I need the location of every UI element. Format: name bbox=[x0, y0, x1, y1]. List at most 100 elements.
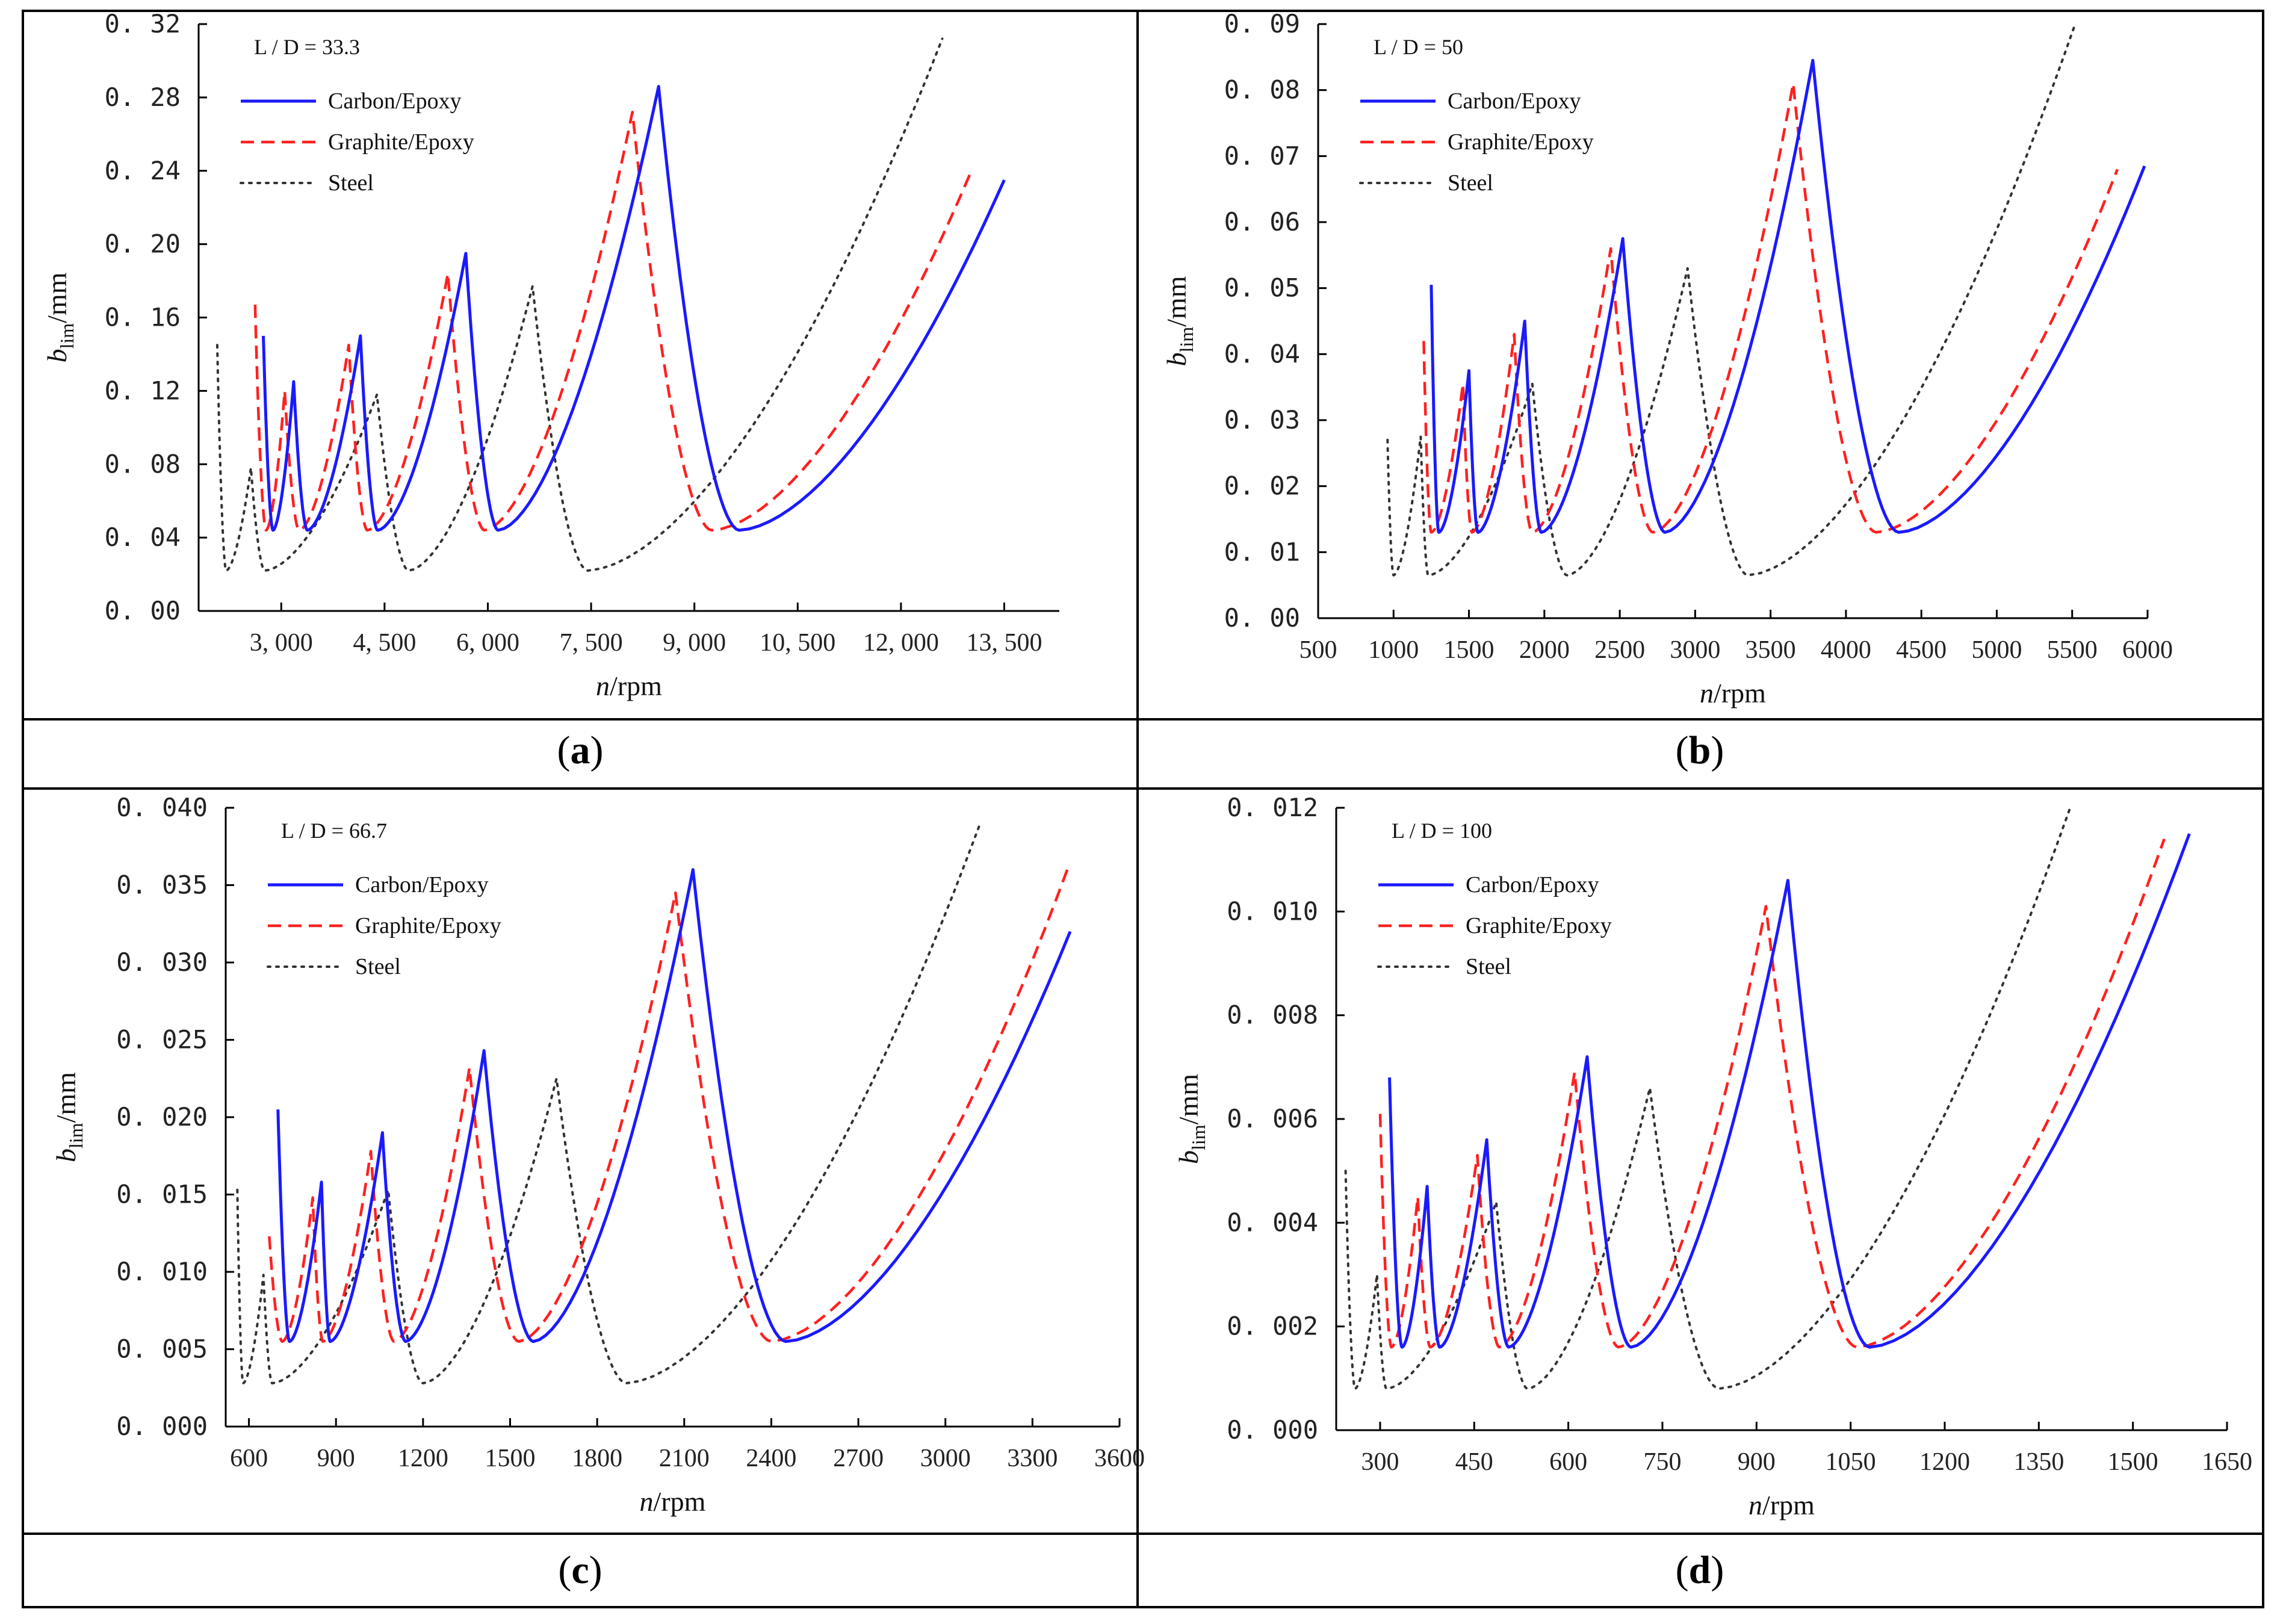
y-tick-label: 0. 020 bbox=[116, 1102, 208, 1132]
x-tick-label: 1500 bbox=[2108, 1448, 2158, 1476]
series-steel-line bbox=[1344, 807, 2072, 1390]
y-tick-label: 0. 09 bbox=[1224, 9, 1300, 39]
y-axis-title-sub: lim bbox=[56, 323, 78, 349]
ld-label: L / D = 66.7 bbox=[281, 819, 387, 843]
y-tick-label: 0. 24 bbox=[105, 156, 181, 185]
y-axis-title: blim/mm bbox=[1173, 1074, 1209, 1164]
y-tick-label: 0. 16 bbox=[105, 303, 181, 332]
y-tick-label: 0. 03 bbox=[1224, 405, 1300, 435]
y-tick-label: 0. 004 bbox=[1227, 1207, 1318, 1237]
x-tick-label: 1800 bbox=[572, 1445, 622, 1472]
x-tick-label: 1500 bbox=[485, 1445, 536, 1472]
y-tick-label: 0. 32 bbox=[105, 9, 181, 39]
x-tick-label: 3500 bbox=[1745, 636, 1796, 664]
legend-label-steel: Steel bbox=[355, 954, 401, 979]
x-tick-label: 4, 500 bbox=[353, 629, 416, 657]
series-carbon-line bbox=[1388, 833, 2191, 1349]
y-tick-label: 0. 040 bbox=[116, 793, 208, 822]
caption-letter: a bbox=[571, 728, 590, 772]
y-axis-title-base: b bbox=[1161, 353, 1192, 367]
x-tick-label: 500 bbox=[1299, 636, 1337, 664]
panel-caption: (a) bbox=[557, 728, 604, 772]
x-axis-title-symbol: n bbox=[596, 671, 610, 701]
panel-d: 0. 000 0. 002 0. 004 0. 006 0. 008 0. 010 0. 0… bbox=[1173, 793, 2252, 1592]
y-axis-title: blim/mm bbox=[51, 1072, 87, 1162]
series-graphite-line bbox=[268, 869, 1069, 1343]
y-tick-label: 0. 28 bbox=[105, 82, 181, 112]
panel-caption: (d) bbox=[1676, 1548, 1724, 1592]
x-tick-label: 450 bbox=[1455, 1448, 1493, 1476]
y-tick-label: 0. 010 bbox=[116, 1257, 208, 1286]
x-axis-title-unit: /rpm bbox=[654, 1486, 706, 1517]
caption-letter: d bbox=[1689, 1548, 1711, 1592]
ld-label: L / D = 50 bbox=[1374, 35, 1463, 59]
x-tick-label: 2400 bbox=[746, 1445, 796, 1472]
x-tick-label: 2100 bbox=[659, 1445, 710, 1472]
x-tick-label: 2500 bbox=[1594, 636, 1645, 664]
caption-open: ( bbox=[558, 1548, 571, 1592]
x-tick-label: 1200 bbox=[1919, 1448, 1970, 1476]
y-tick-label: 0. 000 bbox=[116, 1412, 208, 1441]
legend-label-steel: Steel bbox=[1466, 954, 1511, 979]
x-axis-title-unit: /rpm bbox=[610, 671, 662, 701]
panel-caption: (b) bbox=[1676, 728, 1724, 772]
caption-close: ) bbox=[1711, 728, 1724, 772]
x-tick-label: 3300 bbox=[1007, 1445, 1058, 1472]
series-carbon-line bbox=[262, 85, 1006, 532]
x-tick-label: 12, 000 bbox=[863, 629, 939, 657]
y-tick-label: 0. 04 bbox=[105, 522, 181, 552]
x-tick-label: 2700 bbox=[833, 1445, 884, 1472]
x-tick-label: 9, 000 bbox=[663, 629, 726, 657]
y-axis-title-sub: lim bbox=[1176, 327, 1197, 353]
y-tick-label: 0. 05 bbox=[1224, 273, 1300, 303]
y-tick-label: 0. 005 bbox=[116, 1334, 208, 1364]
caption-close: ) bbox=[589, 1548, 602, 1592]
ld-label: L / D = 33.3 bbox=[254, 35, 360, 59]
panel-a: 0. 00 0. 04 0. 08 0. 12 0. 16 0. 20 0. 24 0. 28… bbox=[42, 9, 1059, 772]
figure-frame bbox=[22, 10, 2264, 1608]
x-tick-label: 750 bbox=[1643, 1448, 1681, 1476]
y-tick-label: 0. 00 bbox=[105, 596, 181, 625]
x-axis-title-unit: /rpm bbox=[1762, 1490, 1815, 1520]
panel-caption: (c) bbox=[558, 1548, 602, 1592]
x-axis-title: n/rpm bbox=[1700, 678, 1766, 708]
panel-c: 0. 000 0. 005 0. 010 0. 015 0. 020 0. 025 0. 0… bbox=[51, 793, 1145, 1592]
y-tick-label: 0. 002 bbox=[1227, 1312, 1318, 1341]
outer-border bbox=[22, 10, 2264, 1608]
y-axis-title-unit: /mm bbox=[42, 272, 72, 323]
panel-b: 0. 00 0. 01 0. 02 0. 03 0. 04 0. 05 0. 06 0. 07… bbox=[1161, 9, 2173, 772]
y-tick-label: 0. 08 bbox=[1224, 75, 1300, 105]
x-axis-title-unit: /rpm bbox=[1714, 678, 1766, 708]
x-axis-title: n/rpm bbox=[596, 671, 662, 701]
y-axis-title-base: b bbox=[42, 349, 72, 363]
caption-close: ) bbox=[590, 728, 604, 772]
caption-open: ( bbox=[1676, 728, 1689, 772]
series-steel-line bbox=[1386, 23, 2077, 577]
x-tick-label: 900 bbox=[317, 1445, 355, 1472]
x-axis-title-symbol: n bbox=[1749, 1490, 1762, 1520]
y-tick-label: 0. 010 bbox=[1227, 896, 1318, 926]
legend-label-carbon: Carbon/Epoxy bbox=[328, 88, 462, 114]
series-steel-line bbox=[215, 37, 944, 572]
series-graphite-line bbox=[1422, 82, 2119, 534]
y-tick-label: 0. 08 bbox=[105, 449, 181, 479]
y-axis-title-base: b bbox=[1173, 1150, 1204, 1164]
series-carbon-line bbox=[1430, 58, 2146, 534]
y-axis-title-sub: lim bbox=[1188, 1124, 1209, 1150]
x-axis-title: n/rpm bbox=[1749, 1490, 1815, 1520]
x-axis-title-symbol: n bbox=[640, 1486, 654, 1517]
x-tick-label: 1000 bbox=[1368, 636, 1419, 664]
x-tick-label: 4500 bbox=[1896, 636, 1947, 664]
y-tick-label: 0. 01 bbox=[1224, 537, 1300, 566]
y-tick-label: 0. 012 bbox=[1227, 793, 1318, 822]
y-axis-title-base: b bbox=[51, 1148, 81, 1162]
y-axis-title-unit: /mm bbox=[1161, 276, 1192, 327]
x-tick-label: 3000 bbox=[920, 1445, 971, 1472]
x-tick-label: 7, 500 bbox=[560, 629, 623, 657]
series-carbon-line bbox=[276, 868, 1072, 1344]
x-tick-label: 300 bbox=[1361, 1448, 1399, 1476]
ld-label: L / D = 100 bbox=[1392, 819, 1492, 843]
x-tick-label: 2000 bbox=[1519, 636, 1570, 664]
x-tick-label: 4000 bbox=[1821, 636, 1871, 664]
